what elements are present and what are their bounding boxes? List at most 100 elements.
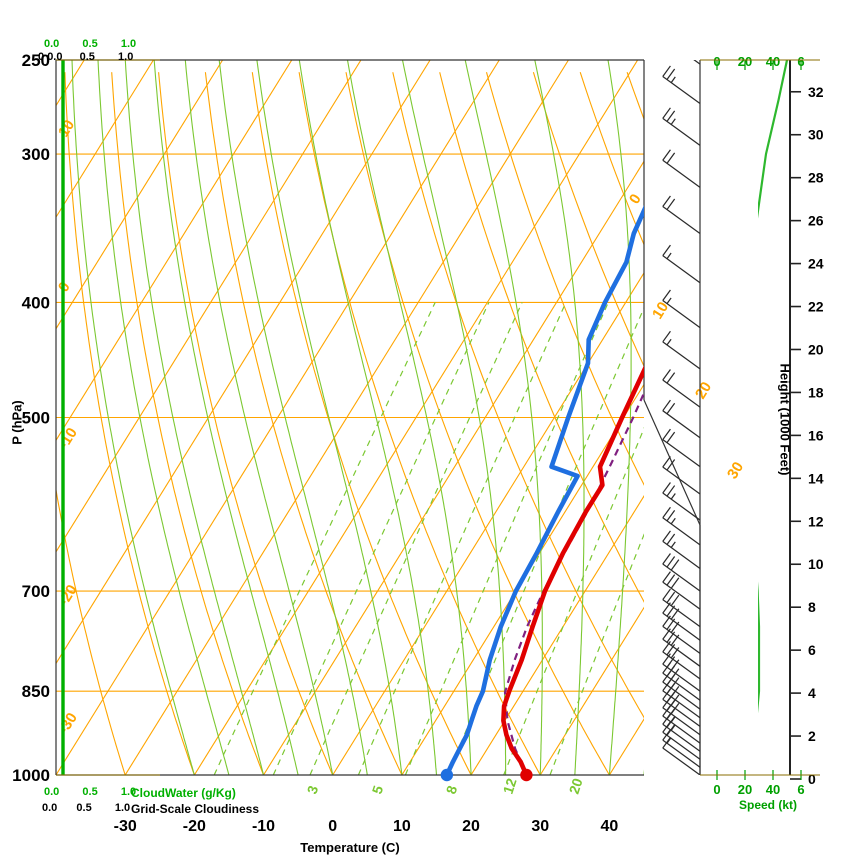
wind-barb <box>662 553 701 592</box>
moist-adiabat-line <box>534 60 585 775</box>
temperature-tick-label: 40 <box>601 818 619 835</box>
isotherm-line <box>56 60 293 442</box>
speed-tick-label-bottom: 20 <box>738 782 752 797</box>
speed-tick-label-bottom: 6 <box>797 782 804 797</box>
mixing-ratio-line <box>357 302 567 775</box>
dry-adiabat-line <box>532 72 644 368</box>
wind-barb <box>662 506 701 546</box>
moist-adiabat-line <box>464 60 543 775</box>
dry-adiabat-line <box>158 72 334 775</box>
height-tick-label: 8 <box>808 599 816 615</box>
isotherm-label-right: 30 <box>724 459 747 482</box>
wind-barb <box>662 482 701 521</box>
wind-barb <box>662 244 701 284</box>
isotherm-line <box>124 60 569 775</box>
wind-barb <box>662 149 701 188</box>
isotherm-line <box>56 60 500 775</box>
height-tick-label: 0 <box>808 771 816 787</box>
height-tick-label: 24 <box>808 256 824 272</box>
dry-adiabat-line <box>204 72 403 775</box>
isotherm-label-left: 10 <box>55 117 78 140</box>
moist-adiabat-line <box>298 60 438 775</box>
pressure-tick-label: 850 <box>22 682 50 701</box>
cw-top-tick-0: 0.0 <box>44 38 60 50</box>
clb-tick-1: 0.5 <box>76 802 92 814</box>
cw-top-tick-1: 0.5 <box>82 38 98 50</box>
wind-barb <box>662 107 701 146</box>
wind-barb <box>662 195 701 235</box>
isotherm-label-right: 10 <box>649 299 672 322</box>
wind-barb <box>662 571 701 610</box>
isotherm-line <box>56 60 431 665</box>
cloudiness-top-ticks: 0 0.0 0.5 1.0 <box>38 51 133 63</box>
height-tick-label: 20 <box>808 341 824 357</box>
height-tick-label: 22 <box>808 299 824 315</box>
height-tick-label: 28 <box>808 170 824 186</box>
temperature-tick-label: -30 <box>114 818 137 835</box>
cl-top-tick-0: 0.0 <box>47 51 63 63</box>
pressure-tick-label: 250 <box>22 51 50 70</box>
mixing-ratio-line <box>503 426 644 775</box>
dry-adiabat-line <box>111 72 265 775</box>
cw-top-tick-2: 1.0 <box>120 38 137 50</box>
wind-barb <box>662 653 701 692</box>
temperature-tick-label: 10 <box>393 818 411 835</box>
moist-adiabat-line <box>184 60 334 775</box>
speed-tick-label-bottom: 0 <box>713 782 720 797</box>
height-tick-label: 6 <box>808 642 816 658</box>
wind-barb <box>662 369 701 408</box>
temperature-tick-label: 20 <box>462 818 480 835</box>
pressure-tick-label: 500 <box>22 409 50 428</box>
pressure-axis-title: P (hPa) <box>9 400 25 445</box>
temperature-axis-title: Temperature (C) <box>300 840 400 855</box>
height-tick-label: 14 <box>808 470 824 486</box>
clb-tick-0: 0.0 <box>42 802 58 814</box>
dry-adiabat-line <box>439 72 644 603</box>
dewpoint-curve <box>444 205 644 775</box>
height-tick-label: 10 <box>808 556 824 572</box>
cl-top-tick-1: 0.5 <box>79 51 95 63</box>
mixing-ratio-label: 12 <box>500 776 520 796</box>
dry-adiabat-line <box>251 72 472 775</box>
height-tick-label: 32 <box>808 84 824 100</box>
isotherm-line <box>539 606 644 775</box>
temperature-curve <box>501 365 644 775</box>
height-tick-label: 4 <box>808 685 816 701</box>
speed-axis-title: Speed (kt) <box>738 798 797 812</box>
cloudwater-axis-title: CloudWater (g/Kg) <box>131 786 236 800</box>
height-axis-title: Height (1000 Feet) <box>777 363 793 476</box>
mixing-ratio-line <box>213 302 436 775</box>
isotherm-line <box>263 160 644 775</box>
height-tick-label: 30 <box>808 127 824 143</box>
pressure-tick-label: 1000 <box>12 766 50 785</box>
dry-adiabat-line <box>392 72 644 719</box>
pressure-tick-label: 300 <box>22 145 50 164</box>
moist-adiabat-line <box>71 60 195 775</box>
isotherm-line <box>56 60 224 330</box>
moist-adiabat-line <box>153 60 299 775</box>
mixing-ratio-line <box>272 302 490 775</box>
height-tick-label: 26 <box>808 213 824 229</box>
mixing-ratio-line <box>309 302 523 775</box>
wind-barb <box>662 399 701 439</box>
cloudiness-axis-title: Grid-Scale Cloudiness <box>131 802 260 816</box>
speed-tick-label-bottom: 40 <box>766 782 780 797</box>
wind-barb <box>662 289 701 329</box>
cloudiness-bottom-ticks: 0.0 0.5 1.0 <box>42 802 130 814</box>
mixing-ratio-label: 20 <box>566 776 586 796</box>
wind-barb <box>662 330 701 370</box>
temperature-tick-label: -10 <box>252 818 275 835</box>
wind-barb <box>662 456 701 495</box>
pressure-tick-label: 700 <box>22 582 50 601</box>
cl-top-tick-2: 1.0 <box>118 51 134 63</box>
height-tick-label: 12 <box>808 513 824 529</box>
wind-barb <box>662 530 701 569</box>
wind-barb <box>662 640 701 680</box>
cwb-tick-1: 0.5 <box>82 786 98 798</box>
moist-adiabat-line <box>607 60 632 775</box>
height-tick-label: 18 <box>808 384 824 400</box>
cl-top-extra: 0 <box>38 51 45 63</box>
moist-adiabat-line <box>97 60 230 775</box>
height-tick-label: 16 <box>808 427 824 443</box>
dry-adiabat-line <box>64 72 195 775</box>
